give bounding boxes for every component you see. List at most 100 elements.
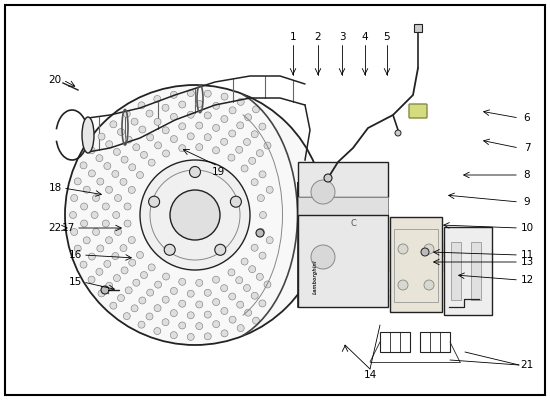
Circle shape [147, 134, 153, 141]
Circle shape [237, 325, 244, 332]
Ellipse shape [82, 117, 94, 153]
Bar [390, 217, 442, 312]
Circle shape [139, 126, 146, 133]
Circle shape [146, 110, 153, 117]
Circle shape [212, 276, 219, 283]
Circle shape [83, 237, 90, 244]
Circle shape [221, 330, 228, 337]
Text: 5: 5 [384, 32, 390, 42]
Circle shape [252, 106, 260, 113]
Circle shape [179, 300, 186, 307]
Circle shape [118, 128, 124, 136]
Circle shape [236, 146, 243, 153]
Text: Lamborghini: Lamborghini [313, 260, 318, 294]
Circle shape [196, 301, 203, 308]
Circle shape [123, 313, 130, 320]
Circle shape [129, 259, 136, 266]
Circle shape [204, 90, 211, 97]
Circle shape [136, 252, 144, 258]
Circle shape [244, 138, 250, 146]
Text: 19: 19 [211, 167, 224, 177]
Circle shape [123, 110, 130, 117]
Circle shape [148, 264, 155, 271]
Circle shape [148, 159, 155, 166]
Circle shape [80, 261, 87, 268]
Circle shape [229, 316, 236, 323]
Circle shape [97, 178, 104, 185]
Circle shape [229, 107, 236, 114]
Circle shape [146, 313, 153, 320]
Circle shape [424, 280, 434, 290]
Circle shape [204, 112, 211, 119]
Circle shape [163, 150, 169, 157]
Circle shape [106, 237, 113, 244]
Circle shape [133, 144, 140, 151]
Circle shape [256, 229, 264, 237]
Circle shape [112, 170, 119, 178]
Bar [298, 162, 388, 197]
Circle shape [129, 164, 136, 171]
Text: 13: 13 [520, 257, 534, 267]
Circle shape [80, 162, 87, 169]
Circle shape [139, 297, 146, 304]
Circle shape [241, 258, 248, 265]
Circle shape [113, 274, 120, 282]
Circle shape [133, 279, 140, 286]
Circle shape [187, 90, 194, 96]
Circle shape [187, 334, 194, 340]
Circle shape [221, 138, 228, 145]
Text: 2: 2 [315, 32, 321, 42]
Circle shape [96, 268, 103, 275]
Circle shape [179, 101, 186, 108]
Circle shape [221, 285, 228, 292]
Circle shape [154, 96, 161, 102]
Bar [471, 242, 481, 300]
Circle shape [113, 148, 120, 156]
Circle shape [170, 288, 178, 294]
Circle shape [101, 286, 109, 294]
Circle shape [98, 133, 105, 140]
Circle shape [241, 165, 248, 172]
Circle shape [324, 174, 332, 182]
Circle shape [170, 91, 177, 98]
Circle shape [230, 196, 241, 207]
Circle shape [266, 237, 273, 244]
Circle shape [88, 147, 95, 154]
Circle shape [257, 228, 265, 236]
Circle shape [398, 244, 408, 254]
Text: 4: 4 [362, 32, 369, 42]
Circle shape [228, 269, 235, 276]
Circle shape [120, 244, 127, 252]
Circle shape [179, 123, 186, 130]
Circle shape [97, 245, 104, 252]
Circle shape [259, 171, 266, 178]
Circle shape [148, 196, 159, 207]
Circle shape [249, 157, 256, 164]
Circle shape [74, 178, 81, 185]
Circle shape [245, 114, 251, 121]
Circle shape [249, 266, 256, 273]
Circle shape [214, 244, 225, 255]
Bar [298, 215, 388, 307]
Circle shape [140, 272, 147, 278]
Circle shape [81, 220, 87, 227]
Circle shape [204, 289, 211, 296]
Circle shape [260, 212, 267, 218]
Circle shape [154, 118, 161, 125]
Circle shape [102, 203, 109, 210]
Circle shape [259, 123, 266, 130]
Circle shape [155, 281, 162, 288]
Circle shape [213, 321, 219, 328]
Circle shape [244, 284, 250, 292]
Circle shape [104, 260, 111, 268]
Circle shape [251, 131, 258, 138]
Circle shape [421, 248, 429, 256]
Circle shape [154, 328, 161, 334]
Text: 7: 7 [524, 143, 530, 153]
Circle shape [179, 322, 186, 329]
Circle shape [138, 321, 145, 328]
Bar [380, 332, 410, 352]
Circle shape [140, 152, 147, 158]
Circle shape [398, 280, 408, 290]
Circle shape [196, 100, 203, 107]
